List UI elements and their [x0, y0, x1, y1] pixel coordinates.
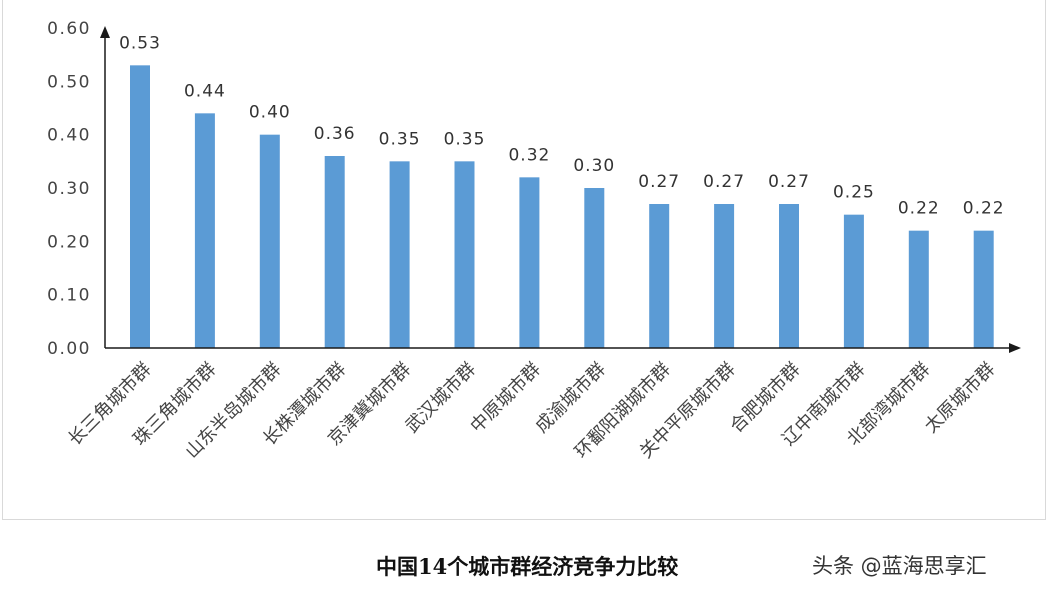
- data-label: 0.36: [314, 124, 356, 144]
- data-label: 0.53: [119, 33, 161, 53]
- y-axis-arrow: [100, 26, 110, 38]
- data-label: 0.27: [703, 172, 745, 192]
- bar: [519, 177, 540, 348]
- bar: [130, 65, 150, 348]
- bar: [908, 230, 929, 348]
- bar: [584, 188, 605, 348]
- data-label: 0.35: [444, 129, 486, 149]
- y-tick-label: 0.20: [47, 232, 91, 252]
- chart-caption-title: 中国14个城市群经济竞争力比较: [376, 554, 679, 579]
- x-axis-arrow: [1009, 343, 1021, 353]
- data-label: 0.32: [508, 145, 550, 165]
- bar: [973, 230, 994, 348]
- bar: [714, 204, 735, 348]
- bar: [194, 113, 215, 348]
- y-tick-label: 0.00: [47, 339, 91, 359]
- data-label: 0.27: [768, 172, 810, 192]
- bar: [454, 161, 475, 348]
- data-label: 0.35: [379, 129, 421, 149]
- bar: [324, 156, 345, 348]
- data-label: 0.30: [573, 156, 615, 176]
- bar: [389, 161, 410, 348]
- data-label: 0.40: [249, 103, 291, 123]
- data-label: 0.44: [184, 81, 226, 101]
- data-label: 0.22: [898, 199, 940, 219]
- y-tick-label: 0.40: [47, 126, 91, 146]
- bar: [649, 204, 670, 348]
- y-tick-label: 0.60: [47, 19, 91, 39]
- bar-chart: 0.00 0.10 0.20 0.30 0.40 0.50 0.60 0.53 0.44 0.40…: [47, 19, 1021, 463]
- data-label: 0.22: [963, 199, 1005, 219]
- caption-bar: 中国14个城市群经济竞争力比较 头条 @蓝海思享汇: [0, 548, 1048, 584]
- bar: [843, 214, 864, 348]
- y-tick-label: 0.50: [47, 72, 91, 92]
- bar: [259, 134, 280, 348]
- data-label: 0.27: [638, 172, 680, 192]
- y-tick-label: 0.30: [47, 179, 91, 199]
- x-tick-label: 太原城市群: [921, 359, 999, 437]
- data-label: 0.25: [833, 183, 875, 203]
- bar: [779, 204, 799, 348]
- chart-frame: 0.00 0.10 0.20 0.30 0.40 0.50 0.60 0.53 0.44 0.40…: [2, 0, 1046, 520]
- y-tick-label: 0.10: [47, 286, 91, 306]
- source-watermark: 头条 @蓝海思享汇: [812, 554, 987, 578]
